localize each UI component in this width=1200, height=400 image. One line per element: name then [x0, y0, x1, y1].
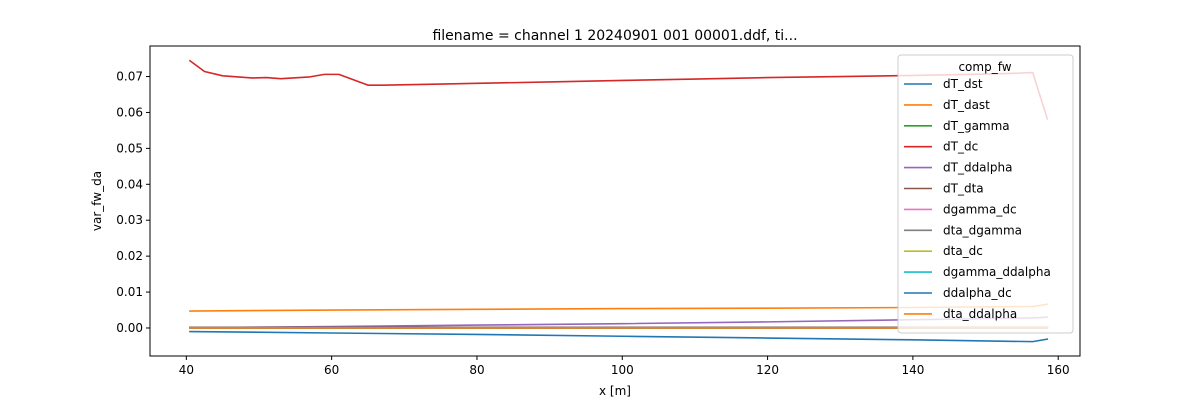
x-tick-label: 80 — [469, 363, 484, 377]
y-tick-label: 0.02 — [116, 249, 143, 263]
x-tick-label: 40 — [179, 363, 194, 377]
legend-box — [897, 54, 1074, 334]
legend-label: dta_dc — [943, 244, 983, 258]
plot-frame — [149, 45, 1081, 357]
x-axis-title: x [m] — [599, 384, 631, 398]
y-tick-label: 0.01 — [116, 285, 143, 299]
y-tick-label: 0.04 — [116, 177, 143, 191]
chart-title: filename = channel 1 20240901 001 00001.… — [432, 28, 797, 44]
x-axis: 40 60 80 100 120 140 160 — [179, 356, 1070, 377]
legend-label: dT_ddalpha — [943, 161, 1012, 175]
y-tick-label: 0.03 — [116, 213, 143, 227]
series-line-dT-dst — [189, 330, 1049, 343]
y-tick-label: 0.05 — [116, 141, 143, 155]
y-axis: 0.00 0.01 0.02 0.03 0.04 0.05 0.06 0.07 — [116, 70, 150, 335]
x-tick-label: 160 — [1047, 363, 1070, 377]
legend-label: dT_dta — [943, 182, 984, 196]
x-tick-label: 120 — [756, 363, 779, 377]
y-axis-title: var_fw_da — [90, 171, 104, 231]
y-tick-label: 0.07 — [116, 70, 143, 84]
y-tick-label: 0.06 — [116, 105, 143, 119]
legend-label: dta_dgamma — [943, 223, 1022, 237]
x-tick-label: 60 — [324, 363, 339, 377]
legend-label: dT_gamma — [943, 119, 1010, 133]
legend: comp_fw dT_dst dT_dast dT_gamma dT_dc dT_dda… — [897, 54, 1074, 334]
legend-title: comp_fw — [958, 60, 1011, 74]
y-tick-label: 0.00 — [116, 321, 143, 335]
x-tick-label: 100 — [611, 363, 634, 377]
x-tick-label: 140 — [901, 363, 924, 377]
legend-label: dT_dast — [943, 98, 990, 112]
legend-label: dT_dc — [943, 140, 978, 154]
legend-label: dT_dst — [943, 77, 983, 91]
legend-label: dgamma_ddalpha — [943, 265, 1051, 279]
legend-label: dgamma_dc — [943, 202, 1017, 216]
legend-label: ddalpha_dc — [943, 286, 1012, 300]
legend-label: dta_ddalpha — [943, 307, 1017, 321]
